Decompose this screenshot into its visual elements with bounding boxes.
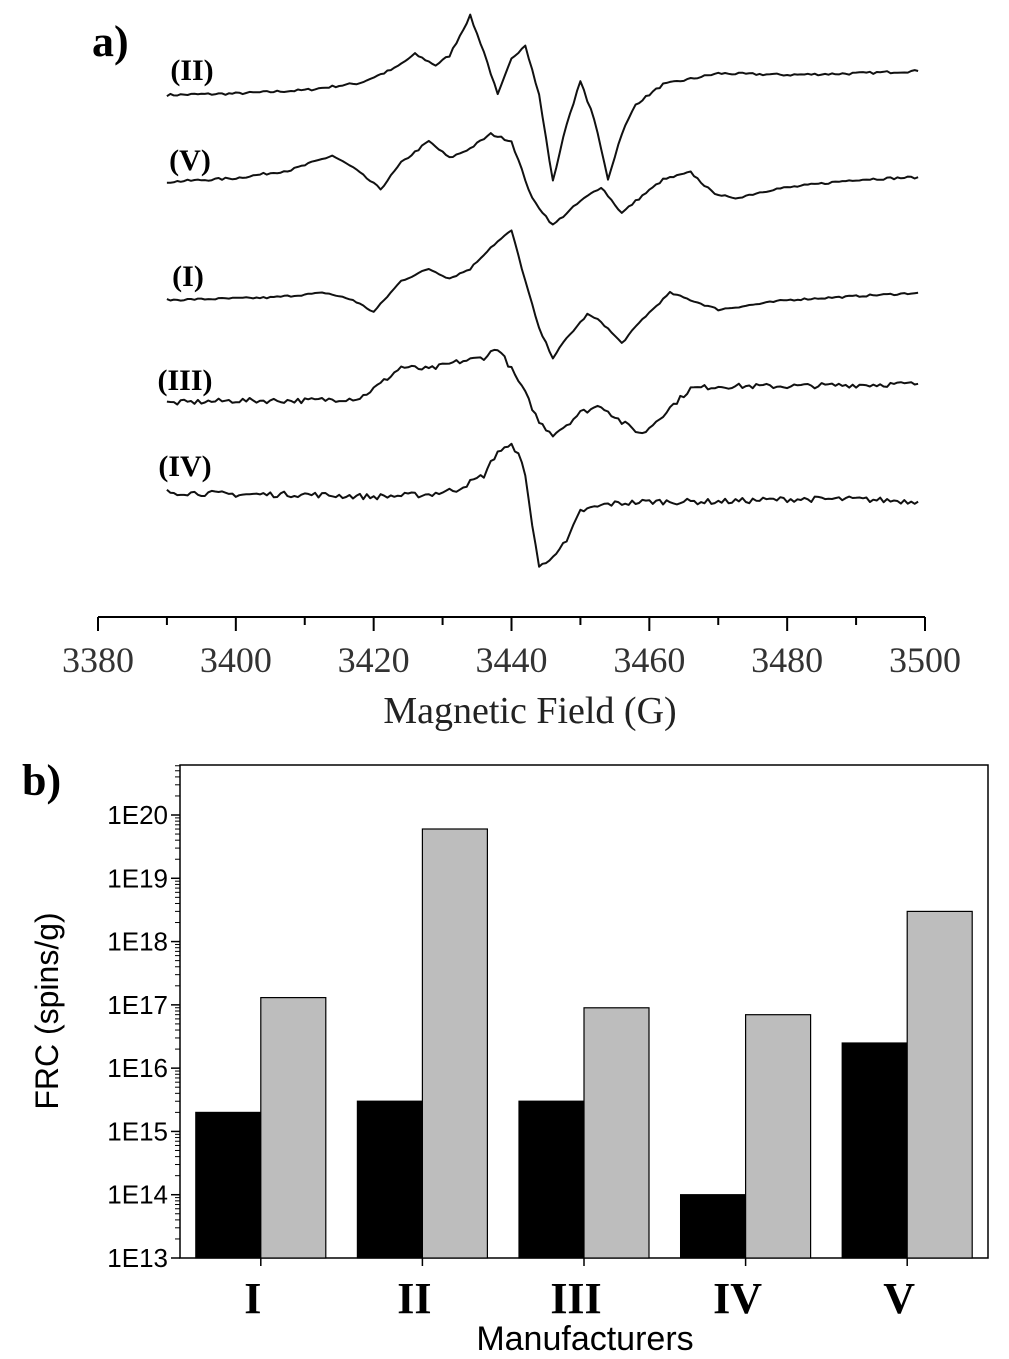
x-category-label: V <box>883 1274 915 1323</box>
y-tick-label: 1E14 <box>107 1180 168 1210</box>
bar-series-1 <box>679 1194 747 1259</box>
x-tick-label: 3480 <box>751 640 823 680</box>
bar-series-2 <box>744 1014 812 1259</box>
spectra-trace-labels: (II) (V) (I) (III) (IV) <box>157 54 213 483</box>
spectrum-trace <box>166 132 919 226</box>
trace-label: (I) <box>172 260 204 293</box>
spectrum-trace <box>166 348 919 438</box>
spectrum-trace <box>166 13 919 182</box>
spectra-traces <box>166 13 919 568</box>
y-tick-label: 1E13 <box>107 1243 168 1273</box>
y-tick-label: 1E17 <box>107 990 168 1020</box>
y-tick-label: 1E19 <box>107 863 168 893</box>
epr-spectra-panel: a) (II)(V)(I)(III)(IV) 3380 3400 3420 3440 3… <box>62 13 961 732</box>
bar-series-1 <box>841 1042 908 1259</box>
x-category-label: I <box>244 1274 261 1323</box>
x-axis-categories: I II III IV V <box>244 1258 915 1323</box>
y-tick-label: 1E16 <box>107 1053 168 1083</box>
bar-series-2 <box>583 1007 650 1259</box>
trace-label: (II) <box>170 54 213 87</box>
bars <box>195 828 973 1259</box>
panel-b-label: b) <box>22 756 61 805</box>
x-axis-title: Magnetic Field (G) <box>383 690 676 732</box>
y-tick-label: 1E18 <box>107 927 168 957</box>
bar-series-2 <box>906 910 973 1259</box>
x-tick-label: 3440 <box>476 640 548 680</box>
trace-label: (V) <box>169 144 211 177</box>
spectrum-trace <box>166 442 919 568</box>
trace-label: (IV) <box>158 450 211 483</box>
x-category-label: IV <box>713 1274 762 1323</box>
bar-series-1 <box>356 1100 423 1259</box>
spectrum-trace <box>166 229 919 360</box>
y-tick-label: 1E20 <box>107 800 168 830</box>
bar-series-1 <box>195 1111 262 1259</box>
bar-series-2 <box>260 996 327 1259</box>
x-tick-label: 3460 <box>613 640 685 680</box>
bar-series-2 <box>421 828 488 1259</box>
y-tick-label: 1E15 <box>107 1116 168 1146</box>
x-category-label: II <box>397 1274 431 1323</box>
x-category-label: III <box>550 1274 601 1323</box>
bar-series-1 <box>518 1100 585 1259</box>
x-tick-label: 3420 <box>338 640 410 680</box>
x-tick-label: 3400 <box>200 640 272 680</box>
y-axis-title: FRC (spins/g) <box>29 912 65 1109</box>
x-axis-ticks: 3380 3400 3420 3440 3460 3480 3500 <box>62 617 961 680</box>
x-tick-label: 3500 <box>889 640 961 680</box>
trace-label: (III) <box>157 364 212 397</box>
y-axis-ticks: 1E13 1E14 1E15 1E16 1E17 1E18 1E19 1E20 <box>107 765 180 1273</box>
panel-a-label: a) <box>92 17 129 66</box>
x-tick-label: 3380 <box>62 640 134 680</box>
x-axis-title-b: Manufacturers <box>476 1320 693 1358</box>
